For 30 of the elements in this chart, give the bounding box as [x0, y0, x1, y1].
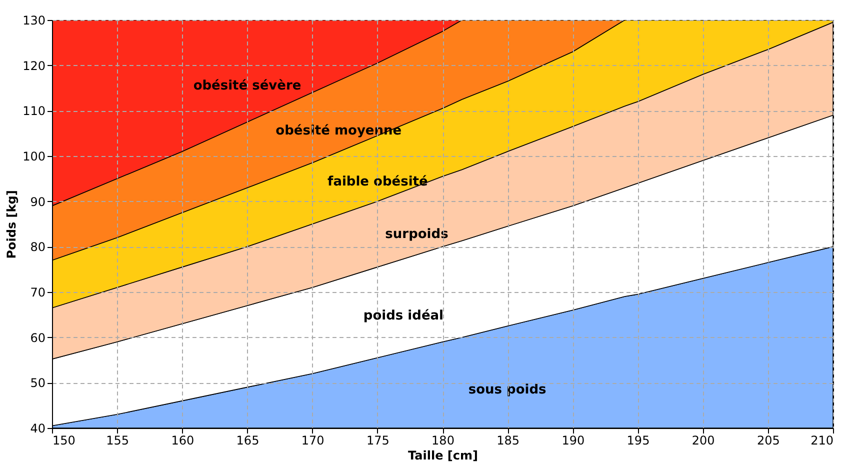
y-tick-label: 60 [30, 330, 46, 345]
series-label: sous poids [468, 382, 547, 398]
y-tick-label: 50 [30, 376, 46, 390]
series-label: obésité sévère [193, 78, 302, 94]
y-tick-label: 90 [30, 194, 46, 209]
x-tick-label: 150 [52, 434, 76, 448]
y-tick-label: 120 [22, 58, 46, 73]
x-tick-label: 180 [432, 434, 454, 448]
series-label: poids idéal [363, 308, 444, 324]
x-tick-label: 205 [756, 434, 780, 448]
x-tick-label: 170 [301, 434, 324, 448]
y-axis-title: Poids [kg] [4, 190, 19, 259]
x-tick-label: 185 [496, 434, 520, 448]
y-tick-label: 100 [22, 150, 46, 164]
y-tick-label: 110 [22, 104, 46, 118]
x-tick-label: 165 [236, 434, 260, 448]
y-tick-label: 70 [30, 286, 46, 300]
x-axis-title: Taille [cm] [408, 448, 478, 462]
series-label: surpoids [385, 227, 449, 242]
x-tick-label: 155 [106, 434, 130, 448]
series-label: faible obésité [328, 174, 428, 190]
x-tick-label: 160 [171, 434, 194, 448]
x-tick-label: 200 [692, 434, 715, 448]
y-tick-label: 80 [30, 240, 46, 254]
y-tick-label: 40 [30, 422, 46, 436]
y-tick-label: 130 [22, 14, 46, 28]
x-tick-label: 190 [562, 434, 585, 448]
x-tick-label: 210 [810, 434, 834, 448]
x-tick-label: 175 [366, 434, 390, 448]
x-tick-label: 195 [626, 434, 650, 448]
